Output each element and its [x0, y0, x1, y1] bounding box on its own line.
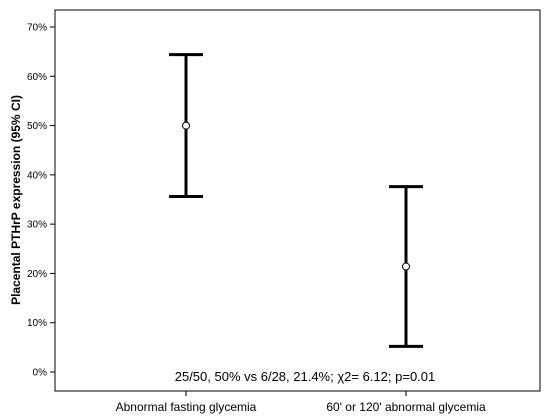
x-tick-label: 60' or 120' abnormal glycemia: [326, 400, 486, 414]
y-tick-label: 50%: [27, 121, 47, 132]
y-axis-label: Placental PTHrP expression (95% CI): [9, 95, 23, 305]
y-axis: 0% 10% 20% 30% 40% 50% 60% 70%: [27, 23, 55, 379]
y-tick-label: 0%: [33, 368, 48, 379]
x-tick-label: Abnormal fasting glycemia: [116, 400, 257, 414]
y-tick-label: 20%: [27, 269, 47, 280]
error-bars: [169, 53, 423, 348]
y-tick-label: 60%: [27, 72, 47, 83]
mean-point: [182, 121, 190, 130]
plot-area: [54, 9, 541, 392]
y-tick-label: 40%: [27, 170, 47, 181]
y-tick-label: 30%: [27, 220, 47, 231]
y-tick-label: 10%: [27, 318, 47, 329]
y-tick-label: 70%: [27, 23, 47, 34]
mean-point: [402, 262, 410, 271]
x-axis: Abnormal fasting glycemia 60' or 120' abn…: [116, 391, 486, 414]
stats-annotation: 25/50, 50% vs 6/28, 21.4%; χ2= 6.12; p=0…: [175, 369, 436, 384]
